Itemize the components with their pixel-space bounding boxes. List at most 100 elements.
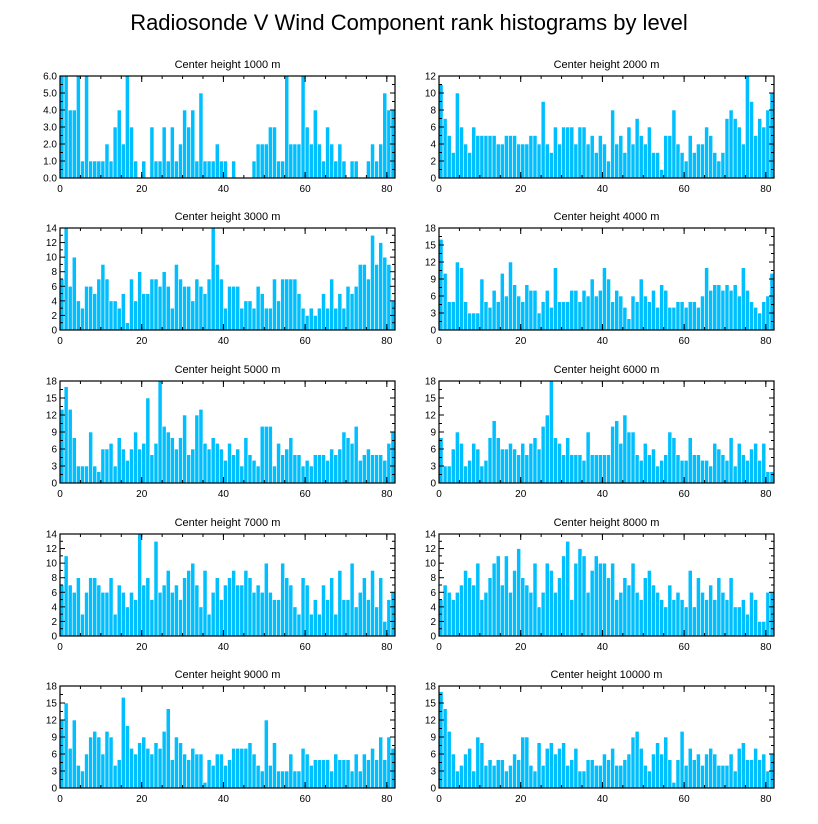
bar [467, 152, 472, 179]
bar [749, 448, 754, 484]
bar [516, 454, 522, 484]
bar [716, 160, 722, 179]
chart-title: Center height 8000 m [554, 517, 660, 529]
x-tick-label: 0 [57, 489, 63, 500]
bar [663, 736, 669, 789]
bar [243, 437, 249, 484]
bar [182, 577, 187, 637]
bar [647, 570, 652, 637]
y-tick-label: 6 [430, 123, 436, 134]
bar [63, 227, 69, 331]
bar [317, 307, 322, 331]
bar [67, 285, 73, 331]
bar [516, 143, 522, 179]
y-tick-label: 1.0 [43, 157, 57, 168]
bar [467, 577, 472, 637]
bar [520, 736, 526, 789]
bar [280, 454, 285, 484]
bar [614, 143, 620, 179]
bar [651, 584, 656, 637]
bar [581, 126, 587, 179]
bar [516, 759, 522, 789]
bar [202, 570, 208, 637]
x-tick-label: 40 [218, 794, 230, 805]
bar [565, 126, 571, 179]
bar [495, 555, 501, 637]
y-tick-label: 0 [430, 326, 436, 337]
y-tick-label: 4 [51, 602, 57, 613]
y-tick-label: 9 [430, 275, 436, 286]
bar [475, 448, 481, 484]
bar [761, 753, 767, 789]
bar [491, 562, 497, 637]
bar [129, 591, 134, 637]
bar [557, 301, 562, 331]
bar [438, 437, 444, 484]
bar [362, 577, 367, 637]
bar [495, 437, 501, 484]
y-tick-label: 15 [425, 394, 437, 405]
bar [178, 742, 183, 789]
chart-panel-4: Center height 4000 m 0 3 6 9 12 15 18 0 20 40 60 80 [425, 211, 775, 347]
bar [276, 443, 281, 484]
bar [308, 143, 314, 179]
bar [133, 300, 138, 331]
bar [366, 160, 371, 179]
bar [455, 92, 460, 179]
x-tick-label: 60 [300, 336, 312, 347]
bar [614, 765, 620, 789]
bar [272, 465, 277, 484]
bar [263, 562, 269, 637]
bar [84, 465, 89, 484]
bar [753, 599, 758, 637]
bar [210, 591, 216, 637]
bar [362, 454, 367, 484]
bar [683, 307, 689, 331]
bar [255, 465, 261, 484]
bar [378, 577, 384, 637]
x-tick-label: 20 [515, 489, 527, 500]
bar [268, 307, 273, 331]
y-tick-label: 6 [430, 588, 436, 599]
bar [634, 301, 640, 331]
bar [647, 126, 652, 179]
bar [288, 278, 294, 331]
bar [598, 290, 603, 331]
bar [263, 307, 269, 331]
bar [292, 770, 298, 789]
bar [300, 307, 306, 331]
bar [540, 301, 546, 331]
x-tick-label: 0 [57, 642, 63, 653]
bar [663, 290, 669, 331]
bar [170, 591, 175, 637]
bar [659, 284, 664, 331]
bar [133, 753, 138, 789]
bar [757, 460, 763, 484]
y-tick-label: 4 [51, 296, 57, 307]
bar [598, 765, 603, 789]
bar [272, 742, 277, 789]
bar [223, 460, 228, 484]
bar [345, 599, 351, 637]
bar [88, 431, 93, 484]
bar [251, 591, 257, 637]
x-tick-label: 20 [515, 794, 527, 805]
bar [606, 278, 611, 331]
bar [532, 770, 538, 789]
bar [304, 315, 310, 331]
bar [206, 278, 212, 331]
y-tick-label: 12 [425, 72, 437, 83]
bar [255, 765, 261, 789]
bar [761, 443, 767, 484]
bar [471, 770, 477, 789]
bar [71, 256, 77, 331]
y-tick-label: 4 [430, 602, 436, 613]
x-tick-label: 40 [597, 794, 609, 805]
bar [288, 584, 294, 637]
bar [720, 152, 726, 179]
bar [129, 748, 134, 789]
bar [585, 143, 591, 179]
bar [483, 765, 489, 789]
y-tick-label: 18 [46, 682, 58, 693]
x-tick-label: 0 [436, 489, 442, 500]
